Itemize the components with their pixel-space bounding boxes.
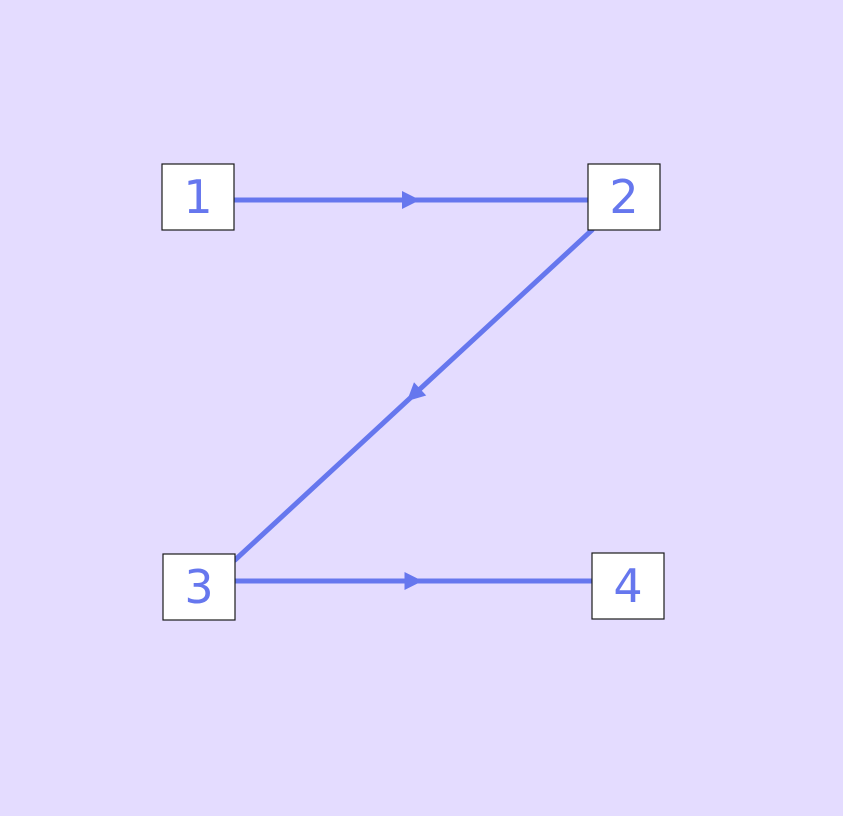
- nodes-layer: 1 2 3 4: [161, 163, 665, 621]
- arrowhead-1-to-2: [402, 191, 420, 209]
- arrowhead-3-to-4: [404, 572, 423, 590]
- arrowhead-2-to-3: [406, 382, 427, 402]
- node-1-box: [161, 163, 235, 231]
- node-2-box: [587, 163, 661, 231]
- node-4: 4: [591, 552, 665, 620]
- node-1-label: 1: [183, 170, 212, 224]
- node-3-label: 3: [184, 560, 213, 614]
- node-4-label: 4: [613, 559, 642, 613]
- node-3: 3: [162, 553, 236, 621]
- node-1: 1: [161, 163, 235, 231]
- node-3-box: [162, 553, 236, 621]
- edges-layer: [231, 191, 595, 590]
- node-2-label: 2: [609, 170, 638, 224]
- node-2: 2: [587, 163, 661, 231]
- node-4-box: [591, 552, 665, 620]
